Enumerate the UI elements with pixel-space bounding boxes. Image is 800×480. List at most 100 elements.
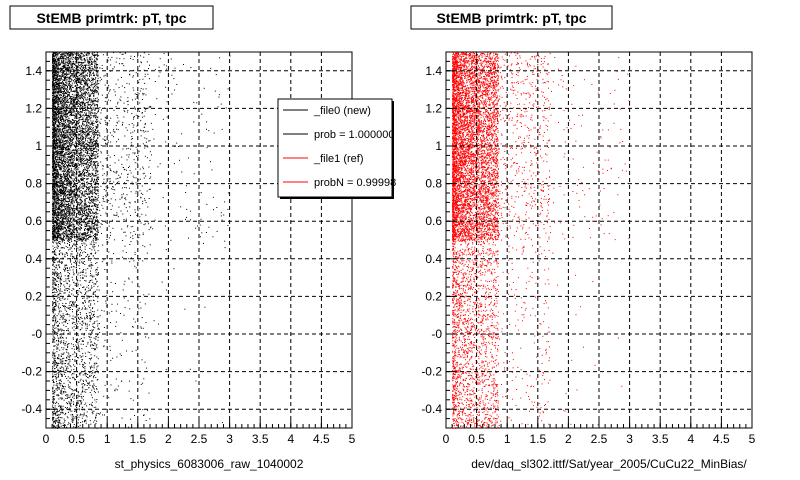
data-point [71,224,73,226]
data-point [69,302,71,304]
data-point [70,55,72,56]
data-point [80,277,82,279]
data-point [85,99,87,101]
data-point [69,184,71,185]
data-point [57,216,58,218]
data-point [84,69,86,71]
data-point [62,220,64,221]
data-point [114,94,116,96]
data-point [54,158,56,160]
data-point [75,77,77,79]
data-point [69,143,71,145]
data-point [95,269,97,271]
data-point [123,314,125,316]
data-point [96,121,98,123]
data-point [116,171,118,173]
data-point [185,185,187,187]
data-point [59,314,61,316]
data-point [53,261,55,263]
data-point [97,86,99,88]
data-point [66,218,68,220]
data-point [60,337,62,339]
data-point [65,116,67,118]
data-point [64,154,66,156]
data-point [58,265,60,267]
data-point [52,414,54,416]
data-point [95,199,97,201]
data-point [67,275,69,277]
data-point [139,110,140,112]
data-point [70,235,72,237]
data-point [91,385,93,387]
data-point [87,178,88,180]
data-point [52,119,54,121]
data-point [68,173,70,175]
data-point [92,235,94,236]
data-point [83,185,85,186]
data-point [55,214,57,216]
data-point [68,193,70,195]
data-point [64,72,66,74]
data-point [58,129,60,131]
data-point [210,67,212,69]
data-point [135,182,137,184]
data-point [55,75,57,77]
data-point [107,154,109,156]
data-point [70,75,72,77]
data-point [71,85,73,87]
data-point [87,290,89,292]
data-point [88,193,90,195]
data-point [82,399,84,401]
data-point [72,321,74,323]
data-point [71,276,73,278]
data-point [86,74,87,76]
data-point [78,140,80,141]
data-point [111,303,113,305]
data-point [208,226,210,228]
data-point [60,165,61,167]
data-point [70,132,71,134]
data-point [89,208,91,210]
data-point [62,229,64,231]
data-point [64,269,66,271]
data-point [71,420,73,422]
data-point [67,172,69,174]
data-point [86,385,88,386]
data-point [94,249,96,251]
data-point [55,361,57,363]
data-point [85,102,87,104]
data-point [95,127,97,129]
data-point [69,381,71,383]
data-point [54,142,56,144]
data-point [59,178,61,179]
data-point [57,181,59,183]
data-point [97,72,99,74]
data-point [71,96,73,97]
data-point [52,312,54,314]
data-point [63,382,65,384]
data-point [96,54,98,56]
data-point [71,79,73,81]
data-point [57,410,59,412]
data-point [88,115,89,116]
data-point [53,121,55,123]
data-point [76,282,78,284]
data-point [159,163,161,165]
data-point [77,113,79,115]
data-point [58,231,60,233]
data-point [55,235,57,237]
data-point [69,192,71,194]
data-point [63,74,65,76]
data-point [139,65,141,67]
data-point [88,312,90,314]
data-point [92,86,94,88]
data-point [93,75,95,77]
data-point [82,320,84,322]
data-point [130,138,132,140]
data-point [94,104,96,106]
data-point [54,64,56,66]
data-point [89,95,91,97]
data-point [84,367,86,369]
data-point [54,96,56,98]
data-point [56,73,58,75]
